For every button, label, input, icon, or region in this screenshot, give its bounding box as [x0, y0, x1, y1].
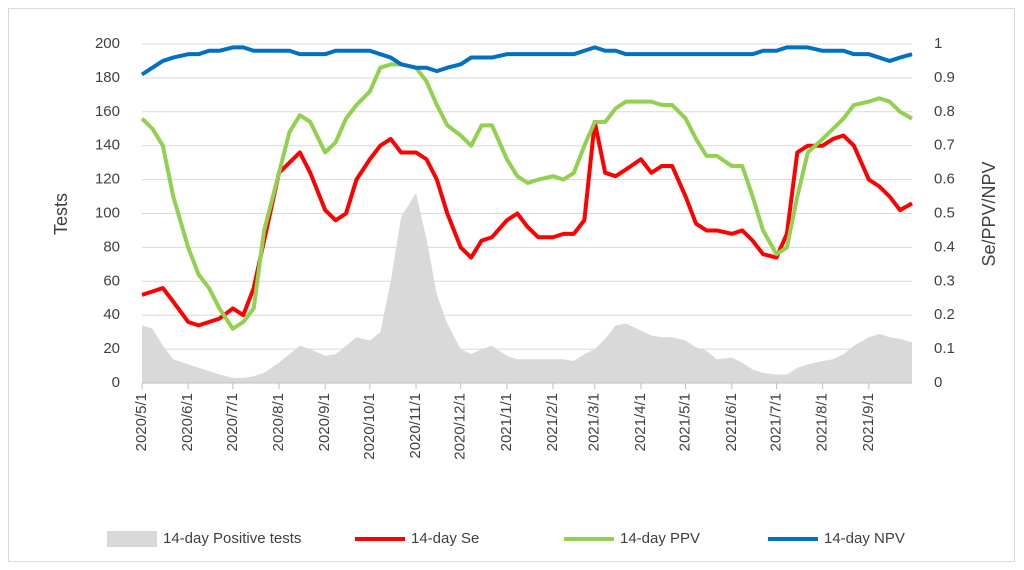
legend-swatch [107, 531, 157, 547]
x-tick-label: 2020/10/1 [361, 393, 378, 460]
y-tick-label: 200 [95, 35, 120, 52]
x-tick-label: 2020/6/1 [179, 393, 196, 451]
x-tick-label: 2020/7/1 [224, 393, 241, 451]
legend-label: 14-day PPV [620, 530, 700, 547]
y-tick-label: 120 [95, 171, 120, 188]
x-tick-label: 2020/5/1 [133, 393, 150, 451]
legend-label: 14-day Positive tests [163, 530, 301, 547]
legend-label: 14-day Se [411, 530, 479, 547]
y2-tick-label: 0.4 [934, 238, 955, 255]
y2-tick-label: 0.1 [934, 340, 955, 357]
x-tick-label: 2021/4/1 [632, 393, 649, 451]
y-tick-label: 180 [95, 69, 120, 86]
x-tick-label: 2021/3/1 [586, 393, 603, 451]
y2-tick-label: 1 [934, 35, 942, 52]
y2-axis-title: Se/PPV/NPV [979, 161, 999, 266]
y2-tick-label: 0 [934, 374, 942, 391]
x-tick-label: 2021/2/1 [544, 393, 561, 451]
y-tick-label: 40 [103, 306, 120, 323]
x-tick-label: 2021/9/1 [860, 393, 877, 451]
y2-tick-label: 0.2 [934, 306, 955, 323]
y-tick-label: 20 [103, 340, 120, 357]
y-axis-title: Tests [51, 193, 71, 235]
x-tick-label: 2021/5/1 [677, 393, 694, 451]
area [142, 193, 912, 383]
x-tick-label: 2020/11/1 [407, 393, 424, 459]
x-tick-label: 2021/7/1 [767, 393, 784, 451]
y2-tick-label: 0.7 [934, 137, 955, 154]
x-tick-label: 2021/8/1 [814, 393, 831, 451]
x-tick-label: 2020/9/1 [316, 393, 333, 451]
y2-tick-label: 0.9 [934, 69, 955, 86]
y2-tick-label: 0.5 [934, 204, 955, 221]
y-tick-label: 0 [112, 374, 120, 391]
x-tick-label: 2020/8/1 [270, 393, 287, 451]
chart-border [8, 8, 1015, 562]
legend-label: 14-day NPV [824, 530, 905, 547]
y-tick-label: 80 [103, 238, 120, 255]
y2-tick-label: 0.6 [934, 171, 955, 188]
y-tick-label: 60 [103, 272, 120, 289]
y2-tick-label: 0.8 [934, 103, 955, 120]
x-tick-label: 2021/1/1 [498, 393, 515, 451]
line [140, 45, 913, 77]
y-tick-label: 100 [95, 204, 120, 221]
x-tick-label: 2021/6/1 [723, 393, 740, 451]
y2-tick-label: 0.3 [934, 272, 955, 289]
line [140, 62, 913, 331]
y-tick-label: 140 [95, 137, 120, 154]
y-tick-label: 160 [95, 103, 120, 120]
x-tick-label: 2020/12/1 [452, 393, 469, 460]
